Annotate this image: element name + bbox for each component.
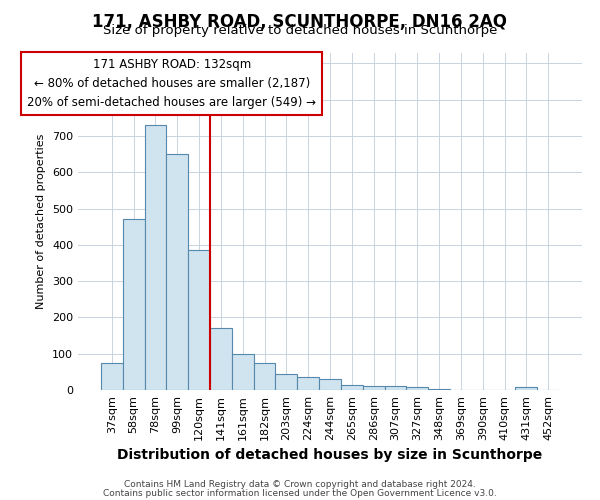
Bar bbox=[341, 386, 363, 390]
Bar bbox=[188, 250, 210, 390]
Text: 171 ASHBY ROAD: 132sqm
← 80% of detached houses are smaller (2,187)
20% of semi-: 171 ASHBY ROAD: 132sqm ← 80% of detached… bbox=[28, 58, 316, 109]
Text: Contains HM Land Registry data © Crown copyright and database right 2024.: Contains HM Land Registry data © Crown c… bbox=[124, 480, 476, 489]
Bar bbox=[515, 387, 537, 390]
Bar bbox=[232, 354, 254, 390]
Text: Size of property relative to detached houses in Scunthorpe: Size of property relative to detached ho… bbox=[103, 24, 497, 37]
X-axis label: Distribution of detached houses by size in Scunthorpe: Distribution of detached houses by size … bbox=[118, 448, 542, 462]
Bar bbox=[297, 378, 319, 390]
Bar bbox=[406, 388, 428, 390]
Bar bbox=[254, 363, 275, 390]
Bar bbox=[363, 386, 385, 390]
Bar bbox=[145, 125, 166, 390]
Bar bbox=[319, 379, 341, 390]
Text: Contains public sector information licensed under the Open Government Licence v3: Contains public sector information licen… bbox=[103, 488, 497, 498]
Bar bbox=[101, 363, 123, 390]
Bar bbox=[210, 328, 232, 390]
Y-axis label: Number of detached properties: Number of detached properties bbox=[37, 134, 46, 309]
Text: 171, ASHBY ROAD, SCUNTHORPE, DN16 2AQ: 171, ASHBY ROAD, SCUNTHORPE, DN16 2AQ bbox=[92, 12, 508, 30]
Bar bbox=[275, 374, 297, 390]
Bar bbox=[385, 386, 406, 390]
Bar bbox=[123, 220, 145, 390]
Bar bbox=[166, 154, 188, 390]
